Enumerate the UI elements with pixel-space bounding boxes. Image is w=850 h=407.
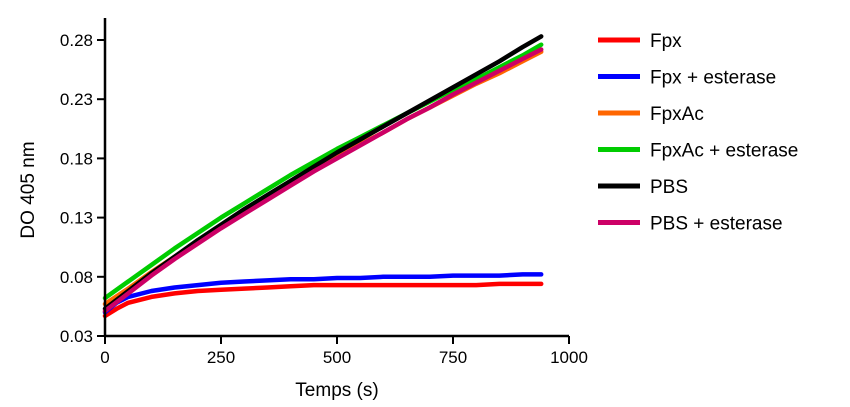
y-tick-label: 0.23 xyxy=(60,90,93,109)
legend-label: FpxAc xyxy=(650,104,704,125)
y-axis-title: DO 405 nm xyxy=(18,141,39,238)
plot-lines xyxy=(102,34,544,319)
series-line-2 xyxy=(102,272,544,315)
x-axis-title: Temps (s) xyxy=(295,380,378,401)
y-tick-label: 0.08 xyxy=(60,268,93,287)
x-tick-label: 0 xyxy=(100,348,109,367)
series-line-6 xyxy=(102,47,544,314)
y-tick-label: 0.28 xyxy=(60,31,93,50)
legend: Fpx Fpx + esterase FpxAc FpxAc + esterase PB… xyxy=(598,31,798,235)
x-tick-label: 750 xyxy=(439,348,467,367)
y-tick-label: 0.13 xyxy=(60,209,93,228)
series-line-4 xyxy=(102,42,544,301)
x-tick-label: 500 xyxy=(323,348,351,367)
legend-label: Fpx xyxy=(650,31,682,52)
y-tick-label: 0.03 xyxy=(60,327,93,346)
legend-label: FpxAc + esterase xyxy=(650,141,798,162)
legend-label: Fpx + esterase xyxy=(650,68,776,89)
x-tick-label: 1000 xyxy=(550,348,588,367)
series-line-3 xyxy=(102,49,544,307)
legend-label: PBS + esterase xyxy=(650,214,783,235)
y-ticks: 0.03 0.08 0.13 0.18 0.23 0.28 xyxy=(60,31,105,346)
x-ticks: 0 250 500 750 1000 xyxy=(100,336,588,367)
series-line-1 xyxy=(102,281,544,319)
legend-label: PBS xyxy=(650,177,688,198)
x-tick-label: 250 xyxy=(207,348,235,367)
y-tick-label: 0.18 xyxy=(60,149,93,168)
